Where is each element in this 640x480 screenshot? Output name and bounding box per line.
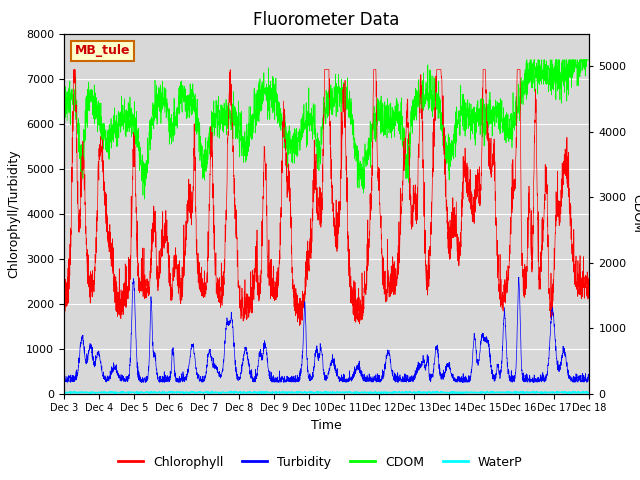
Y-axis label: Chlorophyll/Turbidity: Chlorophyll/Turbidity bbox=[8, 149, 20, 278]
X-axis label: Time: Time bbox=[311, 419, 342, 432]
Title: Fluorometer Data: Fluorometer Data bbox=[253, 11, 399, 29]
Y-axis label: CDOM: CDOM bbox=[630, 194, 640, 233]
Text: MB_tule: MB_tule bbox=[74, 44, 130, 58]
Legend: Chlorophyll, Turbidity, CDOM, WaterP: Chlorophyll, Turbidity, CDOM, WaterP bbox=[113, 451, 527, 474]
